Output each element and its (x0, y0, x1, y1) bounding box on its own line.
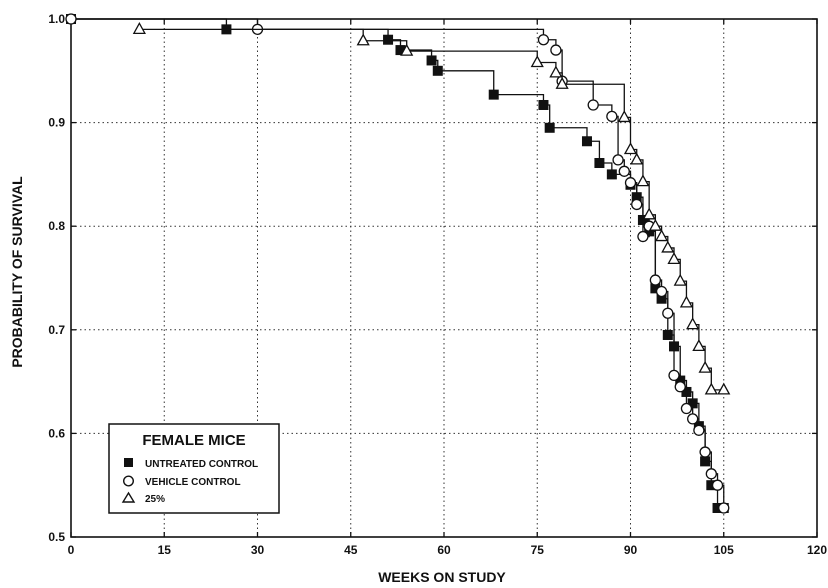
data-point-circle (550, 44, 562, 56)
data-point-triangle (642, 207, 656, 220)
y-tick-label: 1.0 (48, 12, 65, 26)
data-point-circle (668, 369, 680, 382)
data-point-triangle (623, 142, 638, 155)
data-point-circle (674, 381, 686, 393)
series-layer (65, 13, 731, 514)
x-tick-label: 60 (437, 543, 451, 557)
y-tick-label: 0.9 (48, 116, 65, 130)
data-point-square (581, 136, 592, 147)
data-point-square (712, 502, 723, 513)
data-point-triangle (654, 229, 669, 242)
data-point-triangle (704, 382, 718, 395)
legend-marker-25pct-icon (121, 491, 136, 503)
data-point-circle (705, 468, 717, 480)
x-tick-label: 45 (344, 543, 358, 557)
data-point-square (706, 480, 717, 491)
data-point-circle (662, 307, 674, 319)
data-point-square (538, 99, 549, 110)
x-tick-label: 0 (68, 543, 75, 557)
data-point-triangle (400, 43, 414, 56)
data-point-circle (624, 177, 637, 189)
data-point-triangle (692, 339, 706, 352)
data-point-square (606, 169, 617, 180)
data-point-circle (655, 285, 668, 298)
x-tick-label: 120 (807, 543, 827, 557)
data-point-square (687, 398, 698, 409)
data-point-square (383, 34, 394, 45)
data-point-circle (687, 413, 699, 425)
data-point-circle (711, 479, 724, 491)
data-point-triangle (549, 65, 563, 78)
y-axis-label: PROBABILITY OF SURVIVAL (9, 176, 25, 368)
data-point-triangle (617, 110, 631, 123)
y-tick-label: 0.6 (48, 426, 65, 440)
data-point-square (700, 456, 711, 467)
legend-entry-vehicle: VEHICLE CONTROL (145, 477, 241, 488)
data-point-triangle (698, 360, 712, 373)
legend-marker-untreated-icon (124, 458, 133, 467)
y-tick-label: 0.7 (48, 323, 65, 337)
x-tick-label: 15 (158, 543, 172, 557)
data-point-circle (65, 13, 77, 25)
data-point-circle (693, 424, 705, 436)
legend-marker-vehicle-icon (122, 475, 134, 487)
data-point-square (395, 45, 406, 56)
data-point-circle (649, 274, 662, 286)
data-point-circle (537, 34, 550, 46)
x-tick-label: 30 (251, 543, 265, 557)
x-tick-label: 90 (624, 543, 638, 557)
legend-title: FEMALE MICE (142, 432, 245, 449)
x-tick-label: 75 (531, 543, 545, 557)
data-point-square (488, 89, 499, 100)
data-point-circle (631, 198, 643, 211)
data-point-square (662, 329, 673, 340)
data-point-triangle (679, 295, 694, 308)
data-point-square (544, 122, 555, 133)
legend: FEMALE MICE UNTREATED CONTROL VEHICLE CO… (108, 423, 280, 514)
data-point-square (650, 283, 661, 294)
series-3 (132, 22, 731, 395)
data-point-triangle (667, 252, 681, 265)
legend-box (108, 423, 280, 514)
grid (71, 19, 817, 537)
data-point-circle (618, 165, 630, 177)
data-point-triangle (717, 382, 731, 395)
y-tick-label: 0.8 (48, 219, 65, 233)
data-point-triangle (673, 273, 687, 286)
data-point-circle (680, 402, 693, 415)
data-point-triangle (630, 152, 644, 165)
data-point-circle (637, 230, 649, 243)
legend-entry-25pct: 25% (145, 494, 165, 505)
data-point-triangle (686, 317, 700, 330)
data-point-circle (699, 446, 711, 458)
data-point-triangle (636, 174, 650, 187)
data-point-circle (718, 502, 730, 514)
data-point-circle (612, 154, 624, 166)
data-point-circle (587, 99, 599, 111)
data-point-square (656, 293, 667, 304)
x-axis-label: WEEKS ON STUDY (378, 569, 506, 585)
x-axis: 0 15 30 45 60 75 90 105 120 (68, 19, 827, 557)
data-point-triangle (555, 76, 569, 89)
data-point-square (594, 158, 605, 169)
data-point-square (432, 65, 443, 76)
data-point-triangle (530, 55, 544, 68)
data-point-square (426, 55, 437, 66)
y-axis: 0.5 0.6 0.7 0.8 0.9 1.0 (48, 12, 817, 544)
data-point-triangle (356, 33, 370, 46)
y-tick-label: 0.5 (48, 530, 65, 544)
data-point-triangle (661, 240, 675, 253)
data-point-triangle (648, 218, 662, 231)
data-point-circle (606, 110, 618, 123)
legend-entry-untreated: UNTREATED CONTROL (145, 459, 258, 470)
x-tick-label: 105 (714, 543, 734, 557)
data-point-triangle (132, 22, 146, 35)
